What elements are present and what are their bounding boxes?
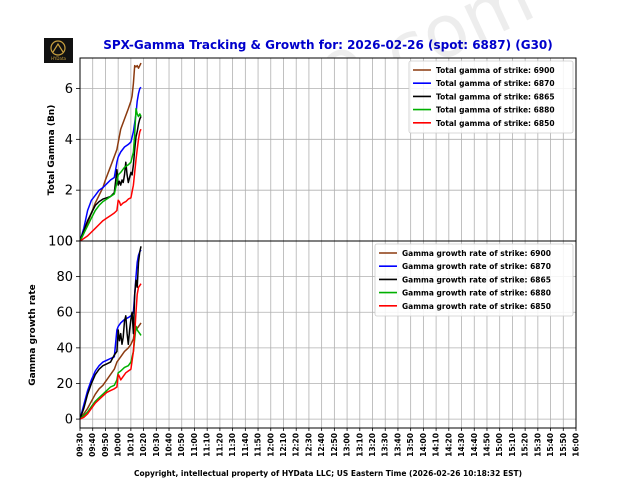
bottom-ylabel: Gamma growth rate (28, 284, 38, 386)
time-axis: 09:30 09:40 09:50 10:00 10:10 10:20 10:30 10:40… (76, 428, 581, 457)
growth-ytick-label: 0 (65, 413, 73, 428)
growth-legend-label: Gamma growth rate of strike: 6850 (402, 302, 551, 311)
xtick-label: 10:40 (165, 433, 174, 457)
gamma-legend-label: Total gamma of strike: 6900 (436, 66, 555, 75)
xtick-label: 15:10 (508, 433, 517, 457)
growth-legend-label: Gamma growth rate of strike: 6865 (402, 275, 551, 284)
logo: HYData (44, 38, 73, 63)
gamma-ytick-label: 0 (65, 235, 73, 250)
gamma-ytick-label: 2 (65, 184, 73, 199)
gamma-series-line-6865 (79, 116, 142, 242)
xtick-label: 14:00 (419, 433, 428, 457)
growth-ytick-label: 80 (56, 270, 73, 285)
xtick-label: 15:40 (546, 433, 555, 457)
gamma-series-line-6880 (79, 108, 142, 242)
growth-panel: 0 20 40 60 80 100 Gamma growth rate of strike:… (48, 235, 577, 429)
growth-ytick-label: 20 (56, 377, 73, 392)
xtick-label: 10:10 (126, 433, 135, 457)
xtick-label: 13:50 (406, 433, 415, 457)
xtick-label: 10:30 (152, 433, 161, 457)
xtick-label: 15:20 (521, 433, 530, 457)
growth-ytick-label: 100 (48, 235, 73, 250)
growth-legend-label: Gamma growth rate of strike: 6900 (402, 249, 551, 258)
xtick-label: 10:20 (139, 433, 148, 457)
gamma-legend-box (408, 60, 574, 134)
gamma-series-line-6900 (79, 62, 142, 242)
xtick-label: 11:50 (254, 433, 263, 457)
xtick-label: 15:00 (495, 433, 504, 457)
growth-legend-box (374, 243, 574, 317)
xtick-label: 12:10 (279, 433, 288, 457)
growth-series-line-6865 (79, 246, 142, 420)
xtick-label: 11:00 (190, 433, 199, 457)
xtick-label: 13:10 (355, 433, 364, 457)
xtick-label: 14:40 (470, 433, 479, 457)
xtick-label: 09:50 (101, 433, 110, 457)
growth-ytick-label: 60 (56, 306, 73, 321)
xtick-label: 10:00 (114, 433, 123, 457)
growth-series-line-6850 (79, 283, 142, 420)
xtick-label: 13:30 (381, 433, 390, 457)
xtick-label: 13:40 (393, 433, 402, 457)
growth-series-line-6880 (79, 325, 142, 420)
xtick-label: 14:20 (444, 433, 453, 457)
xtick-label: 12:50 (330, 433, 339, 457)
xtick-label: 12:20 (292, 433, 301, 457)
xtick-label: 14:30 (457, 433, 466, 457)
gamma-legend-label: Total gamma of strike: 6850 (436, 119, 555, 128)
growth-frame (79, 240, 577, 429)
growth-series-line-6870 (79, 249, 142, 420)
growth-legend-label: Gamma growth rate of strike: 6880 (402, 289, 551, 298)
xtick-label: 12:40 (317, 433, 326, 457)
gamma-legend-label: Total gamma of strike: 6870 (436, 79, 555, 88)
xtick-label: 10:50 (177, 433, 186, 457)
xtick-label: 11:10 (203, 433, 212, 457)
xtick-label: 09:40 (88, 433, 97, 457)
gamma-series-line-6870 (79, 86, 142, 242)
logo-text: HYData (51, 56, 67, 61)
xtick-label: 11:20 (215, 433, 224, 457)
xtick-label: 11:30 (228, 433, 237, 457)
growth-legend-label: Gamma growth rate of strike: 6870 (402, 262, 551, 271)
copyright-footer: Copyright, intellectual property of HYDa… (134, 469, 522, 478)
chart-title: SPX-Gamma Tracking & Growth for: 2026-02… (103, 38, 553, 52)
gamma-legend-label: Total gamma of strike: 6880 (436, 106, 555, 115)
xtick-label: 15:30 (533, 433, 542, 457)
top-ylabel: Total Gamma (Bn) (47, 105, 57, 196)
gamma-legend-label: Total gamma of strike: 6865 (436, 92, 555, 101)
xtick-label: 13:00 (343, 433, 352, 457)
xtick-label: 12:00 (266, 433, 275, 457)
gamma-ytick-label: 4 (65, 133, 73, 148)
gamma-ytick-label: 6 (65, 82, 73, 97)
gamma-series-line-6850 (79, 128, 142, 242)
xtick-label: 09:30 (76, 433, 85, 457)
xtick-label: 13:20 (368, 433, 377, 457)
xtick-label: 16:00 (572, 433, 581, 457)
growth-ytick-label: 40 (56, 341, 73, 356)
xtick-label: 14:50 (482, 433, 491, 457)
gamma-legend: Total gamma of strike: 6900 Total gamma o… (408, 60, 574, 134)
xtick-label: 12:30 (304, 433, 313, 457)
xtick-label: 14:10 (432, 433, 441, 457)
xtick-label: 11:40 (241, 433, 250, 457)
xtick-label: 15:50 (559, 433, 568, 457)
growth-legend: Gamma growth rate of strike: 6900 Gamma g… (374, 243, 574, 317)
